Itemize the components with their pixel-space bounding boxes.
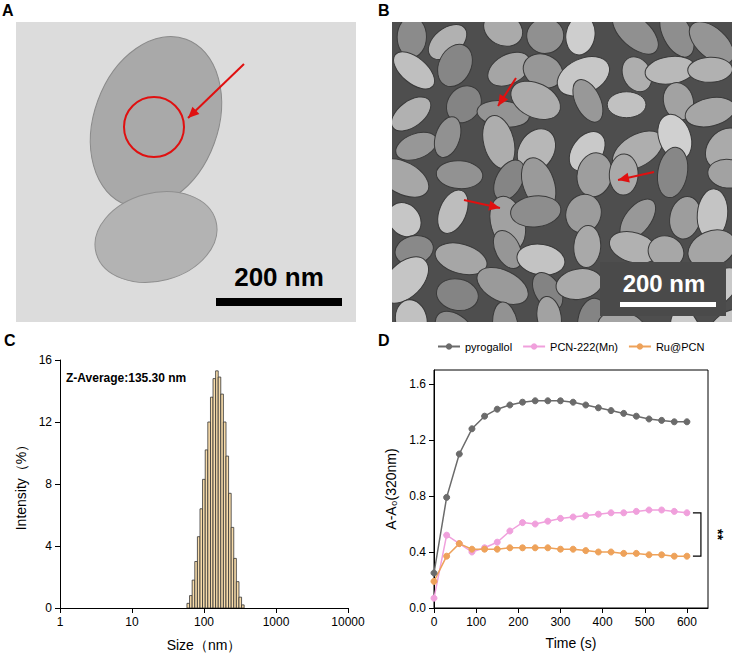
svg-text:Ru@PCN: Ru@PCN bbox=[656, 341, 705, 353]
html-text:B: B bbox=[378, 2, 390, 19]
svg-text:0.4: 0.4 bbox=[409, 545, 426, 559]
svg-text:Time (s): Time (s) bbox=[546, 635, 597, 651]
svg-text:0.8: 0.8 bbox=[409, 489, 426, 503]
svg-text:200 nm: 200 nm bbox=[234, 262, 324, 292]
svg-text:A-A₀(320nm): A-A₀(320nm) bbox=[383, 448, 399, 529]
svg-text:16: 16 bbox=[39, 353, 53, 367]
svg-text:0: 0 bbox=[431, 615, 438, 629]
svg-text:1000: 1000 bbox=[263, 615, 290, 629]
svg-text:Z-Average:135.30 nm: Z-Average:135.30 nm bbox=[66, 371, 186, 385]
html-text:A: A bbox=[2, 2, 14, 19]
svg-text:500: 500 bbox=[635, 615, 655, 629]
svg-text:400: 400 bbox=[593, 615, 613, 629]
svg-text:0.0: 0.0 bbox=[409, 601, 426, 615]
svg-text:100: 100 bbox=[194, 615, 214, 629]
svg-text:PCN-222(Mn): PCN-222(Mn) bbox=[550, 341, 618, 353]
html-text:D: D bbox=[378, 332, 390, 349]
svg-text:200: 200 bbox=[508, 615, 528, 629]
svg-text:pyrogallol: pyrogallol bbox=[465, 341, 512, 353]
svg-text:Size（nm）: Size（nm） bbox=[167, 637, 242, 653]
svg-text:**: ** bbox=[710, 529, 726, 540]
svg-text:1.2: 1.2 bbox=[409, 433, 426, 447]
svg-text:1.6: 1.6 bbox=[409, 377, 426, 391]
svg-text:300: 300 bbox=[550, 615, 570, 629]
svg-text:1: 1 bbox=[57, 615, 64, 629]
svg-text:12: 12 bbox=[39, 415, 53, 429]
svg-text:0: 0 bbox=[45, 601, 52, 615]
svg-text:4: 4 bbox=[45, 539, 52, 553]
svg-text:200 nm: 200 nm bbox=[623, 270, 706, 297]
html-text:C: C bbox=[4, 332, 16, 349]
svg-text:10000: 10000 bbox=[331, 615, 365, 629]
svg-text:Intensity（%）: Intensity（%） bbox=[13, 438, 29, 531]
svg-text:100: 100 bbox=[466, 615, 486, 629]
svg-text:10: 10 bbox=[125, 615, 139, 629]
svg-text:8: 8 bbox=[45, 477, 52, 491]
svg-text:600: 600 bbox=[677, 615, 697, 629]
